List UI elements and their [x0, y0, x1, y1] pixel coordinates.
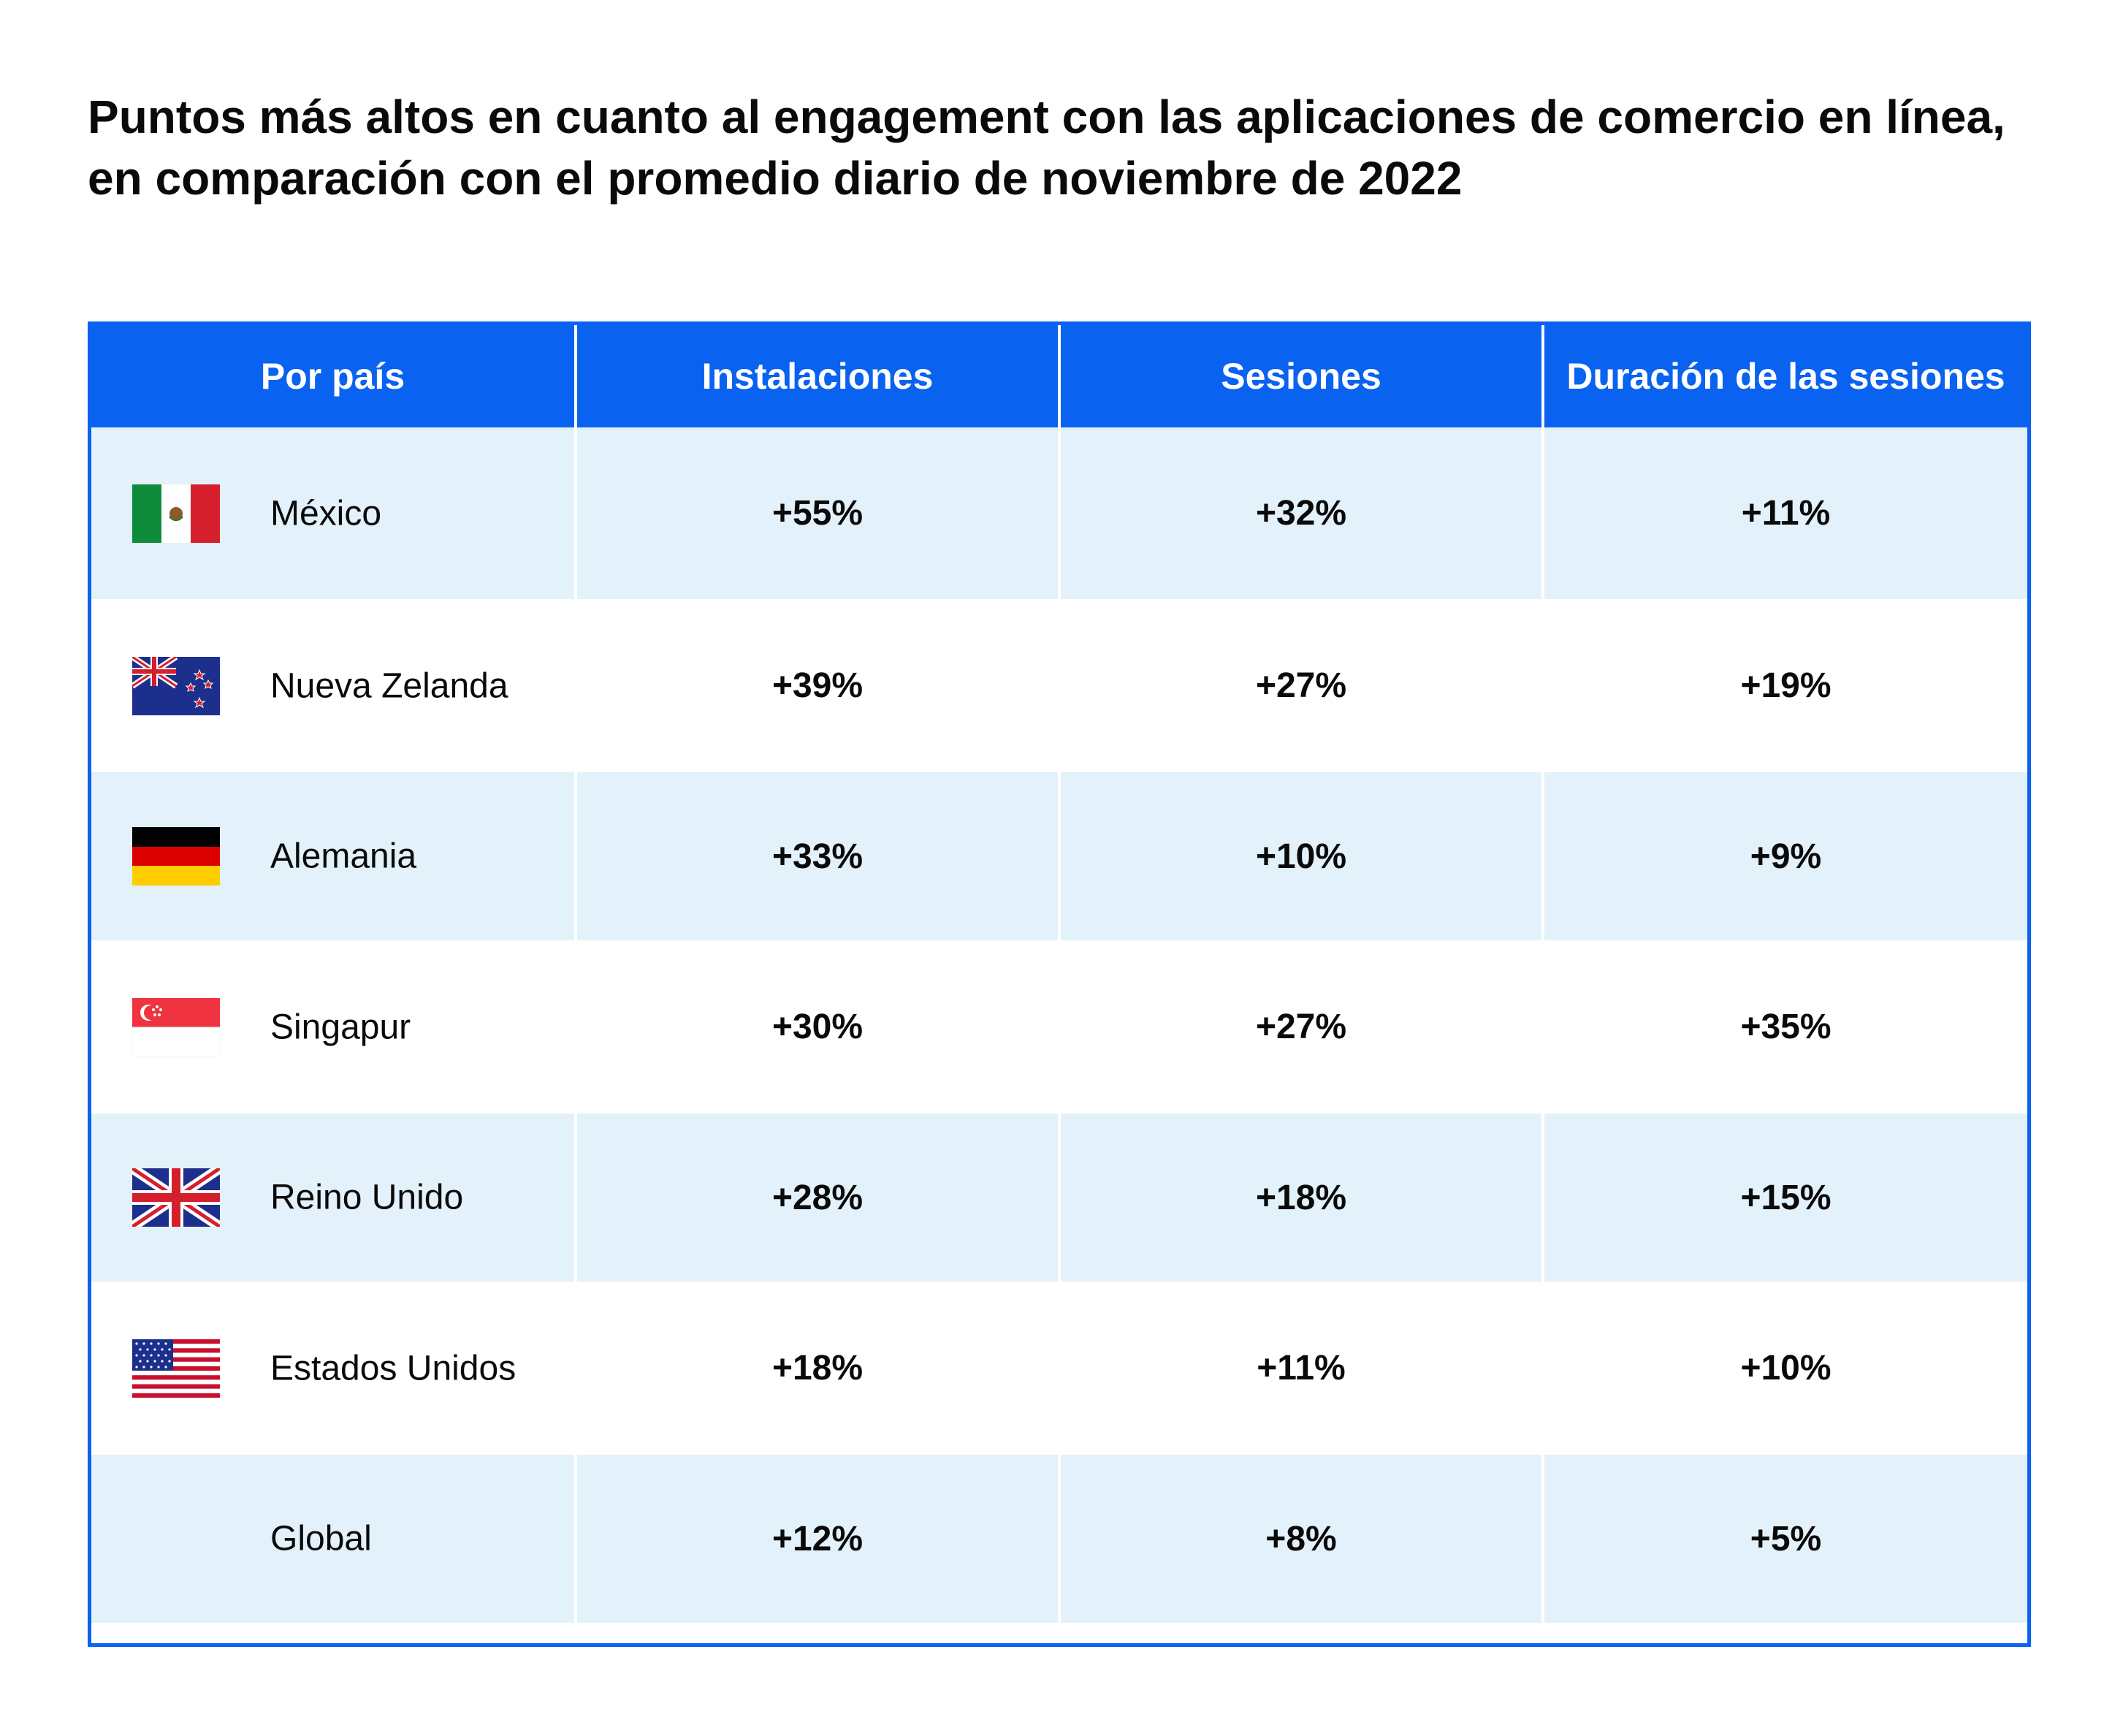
header-duracion: Duración de las sesiones	[1566, 356, 2005, 397]
instalaciones-value: +39%	[771, 666, 864, 705]
duracion-value: +35%	[1740, 1008, 1832, 1046]
country-cell: Singapur	[91, 940, 577, 1113]
header-instalaciones: Instalaciones	[577, 325, 1061, 427]
duracion-value: +11%	[1741, 494, 1831, 533]
header-sesiones: Sesiones	[1061, 325, 1544, 427]
duracion-cell: +9%	[1544, 772, 2027, 940]
country-cell: México	[91, 427, 577, 599]
duracion-cell: +11%	[1544, 427, 2027, 599]
page-title: Puntos más altos en cuanto al engagement…	[88, 91, 2005, 205]
instalaciones-value: +30%	[771, 1008, 864, 1046]
instalaciones-value: +33%	[771, 837, 864, 876]
sesiones-value: +8%	[1265, 1519, 1337, 1558]
country-cell: Estados Unidos	[91, 1282, 577, 1455]
duracion-value: +15%	[1740, 1178, 1832, 1217]
duracion-cell: +35%	[1544, 940, 2027, 1113]
sesiones-cell: +8%	[1061, 1455, 1544, 1623]
country-name: Global	[270, 1519, 372, 1558]
table-row: Nueva Zelanda +39% +27% +19%	[91, 599, 2027, 772]
country-name: Estados Unidos	[270, 1349, 517, 1387]
mexico-flag-icon	[132, 484, 220, 543]
instalaciones-cell: +30%	[577, 940, 1061, 1113]
country-cell: Alemania	[91, 772, 577, 940]
instalaciones-cell: +39%	[577, 599, 1061, 772]
germany-flag-icon	[132, 827, 220, 886]
header-por-pais: Por país	[91, 325, 577, 427]
table-row: Alemania +33% +10% +9%	[91, 772, 2027, 940]
duracion-value: +9%	[1750, 837, 1822, 876]
table-row: Estados Unidos +18% +11% +10%	[91, 1282, 2027, 1455]
sesiones-cell: +27%	[1061, 599, 1544, 772]
table-row: Global +12% +8% +5%	[91, 1455, 2027, 1623]
sesiones-value: +27%	[1255, 1008, 1347, 1046]
country-name: Reino Unido	[270, 1178, 464, 1217]
table-header-row: Por país Instalaciones Sesiones Duración…	[91, 325, 2027, 427]
duracion-value: +10%	[1740, 1349, 1832, 1387]
sesiones-value: +11%	[1257, 1349, 1346, 1387]
sesiones-cell: +27%	[1061, 940, 1544, 1113]
sesiones-value: +32%	[1255, 494, 1347, 533]
country-name: Singapur	[270, 1008, 411, 1046]
sesiones-value: +10%	[1255, 837, 1347, 876]
instalaciones-cell: +12%	[577, 1455, 1061, 1623]
instalaciones-value: +18%	[771, 1349, 864, 1387]
country-name: Alemania	[270, 837, 417, 876]
instalaciones-cell: +18%	[577, 1282, 1061, 1455]
table-row: México +55% +32% +11%	[91, 427, 2027, 599]
duracion-cell: +19%	[1544, 599, 2027, 772]
sesiones-cell: +18%	[1061, 1113, 1544, 1282]
table-row: Singapur +30% +27% +35%	[91, 940, 2027, 1113]
instalaciones-value: +55%	[771, 494, 864, 533]
instalaciones-value: +12%	[771, 1519, 864, 1558]
engagement-table: Por país Instalaciones Sesiones Duración…	[88, 321, 2031, 1647]
instalaciones-value: +28%	[771, 1178, 864, 1217]
country-cell: Nueva Zelanda	[91, 599, 577, 772]
country-cell: Global	[91, 1455, 577, 1623]
sesiones-value: +27%	[1255, 666, 1347, 705]
duracion-value: +5%	[1750, 1519, 1822, 1558]
usa-flag-icon	[132, 1339, 220, 1398]
new-zealand-flag-icon	[132, 657, 220, 715]
duracion-cell: +10%	[1544, 1282, 2027, 1455]
uk-flag-icon	[132, 1168, 220, 1227]
sesiones-value: +18%	[1255, 1178, 1347, 1217]
sesiones-cell: +11%	[1061, 1282, 1544, 1455]
duracion-value: +19%	[1740, 666, 1832, 705]
instalaciones-cell: +28%	[577, 1113, 1061, 1282]
duracion-cell: +15%	[1544, 1113, 2027, 1282]
duracion-cell: +5%	[1544, 1455, 2027, 1623]
sesiones-cell: +10%	[1061, 772, 1544, 940]
sesiones-cell: +32%	[1061, 427, 1544, 599]
country-cell: Reino Unido	[91, 1113, 577, 1282]
table-row: Reino Unido +28% +18% +15%	[91, 1113, 2027, 1282]
country-name: Nueva Zelanda	[270, 666, 508, 705]
country-name: México	[270, 494, 382, 533]
instalaciones-cell: +33%	[577, 772, 1061, 940]
singapore-flag-icon	[132, 997, 220, 1057]
instalaciones-cell: +55%	[577, 427, 1061, 599]
